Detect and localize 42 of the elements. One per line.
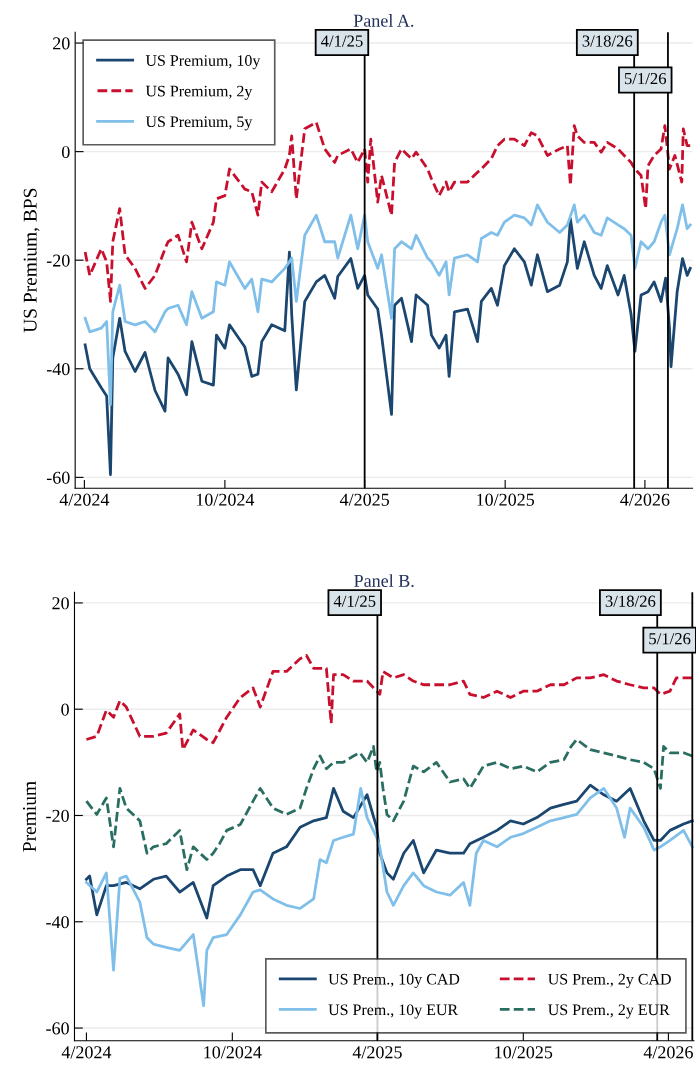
y-tick-label: -20: [46, 254, 70, 267]
legend-label: US Prem., 10y EUR: [328, 1004, 459, 1019]
x-tick-label: 4/2026: [620, 493, 670, 506]
y-tick-label: -20: [46, 809, 69, 822]
legend-label: US Premium, 10y: [145, 55, 261, 70]
legend-label: US Premium, 5y: [145, 116, 253, 131]
y-tick-label: -60: [46, 1022, 69, 1035]
legend-label: US Premium, 2y: [145, 85, 253, 100]
ref-line-label: 3/18/26: [582, 35, 633, 47]
chart-title: Panel B.: [354, 574, 414, 587]
legend-label: US Prem., 2y EUR: [548, 1004, 670, 1019]
chart-title: Panel A.: [353, 14, 414, 27]
x-tick-label: 10/2024: [204, 1046, 262, 1059]
ref-line-label: 3/18/26: [605, 595, 656, 607]
x-tick-label: 10/2025: [495, 1046, 553, 1059]
ref-line-label: 5/1/26: [624, 73, 667, 85]
x-tick-label: 10/2025: [477, 493, 535, 506]
x-tick-label: 4/2024: [61, 1046, 112, 1059]
x-tick-label: 4/2026: [643, 1046, 693, 1059]
ref-line-label: 4/1/25: [333, 595, 376, 607]
line-series: [85, 783, 694, 920]
y-tick-label: 20: [53, 37, 70, 50]
y-tick-label: -40: [46, 363, 70, 376]
x-tick-label: 4/2025: [339, 493, 390, 506]
y-tick-label: -60: [46, 471, 70, 484]
line-series: [85, 738, 694, 872]
line-series: [83, 203, 692, 406]
x-tick-label: 4/2024: [59, 493, 110, 506]
y-tick-label: -40: [46, 916, 69, 929]
legend-label: US Prem., 2y CAD: [548, 973, 671, 988]
x-tick-label: 4/2025: [352, 1046, 402, 1059]
ref-line-label: 5/1/26: [649, 633, 691, 645]
y-tick-label: 0: [61, 703, 69, 716]
x-tick-label: 10/2024: [196, 493, 255, 506]
line-series: [83, 217, 692, 477]
line-series: [85, 654, 694, 751]
y-tick-label: 20: [52, 597, 69, 610]
y-tick-label: 0: [61, 145, 70, 159]
y-axis-title: US Premium, BPS: [23, 188, 40, 333]
y-axis-title: Premium: [22, 781, 37, 852]
ref-line-label: 4/1/25: [320, 35, 363, 47]
legend-label: US Prem., 10y CAD: [328, 973, 460, 988]
